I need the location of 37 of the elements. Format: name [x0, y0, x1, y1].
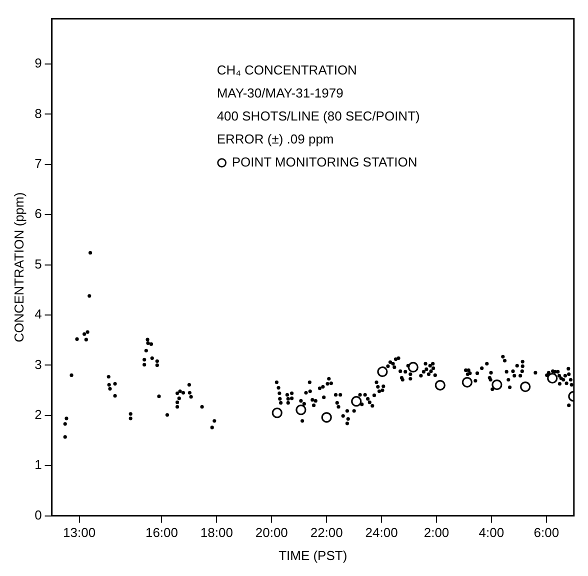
annotation: ERROR (±) .09 ppm — [216, 131, 334, 146]
annotation: 400 SHOTS/LINE (80 SEC/POINT) — [216, 108, 420, 124]
point — [272, 408, 282, 418]
point — [351, 396, 362, 407]
x-tick-label: 18:00 — [200, 525, 233, 540]
x-tick-label: 2:00 — [424, 525, 450, 540]
point — [520, 381, 531, 392]
point — [377, 366, 388, 378]
point — [434, 380, 446, 391]
point — [321, 412, 332, 423]
y-axis-title: CONCENTRATION (ppm) — [11, 192, 26, 342]
y-tick-label: 8 — [34, 106, 42, 121]
y-tick-label: 9 — [34, 56, 42, 71]
point — [296, 404, 306, 416]
y-tick-label: 4 — [34, 306, 42, 322]
point — [462, 376, 472, 388]
y-tick-label: 2 — [34, 406, 42, 422]
x-tick-label: 24:00 — [365, 525, 398, 540]
x-tick-label: 6:00 — [534, 525, 560, 540]
point — [408, 362, 418, 372]
x-tick-label: 16:00 — [145, 525, 178, 540]
y-tick-label: 0 — [34, 507, 42, 522]
x-tick-label: 13:00 — [63, 525, 96, 540]
y-tick-label: 5 — [34, 256, 42, 272]
point — [547, 372, 558, 384]
y-tick-label: 3 — [34, 356, 42, 372]
annotation: CH₄ CONCENTRATION — [216, 62, 357, 78]
x-tick-label: 4:00 — [478, 525, 504, 540]
x-tick-label: 22:00 — [310, 525, 343, 540]
x-tick-label: 20:00 — [255, 525, 288, 540]
point — [492, 379, 502, 390]
legend-label: POINT MONITORING STATION — [232, 154, 418, 170]
y-tick-label: 6 — [34, 206, 42, 222]
annotation: MAY-30/MAY-31-1979 — [216, 85, 344, 100]
y-tick-label: 7 — [34, 156, 42, 171]
y-tick-label: 1 — [34, 457, 42, 472]
x-axis-title: TIME (PST) — [278, 548, 348, 563]
